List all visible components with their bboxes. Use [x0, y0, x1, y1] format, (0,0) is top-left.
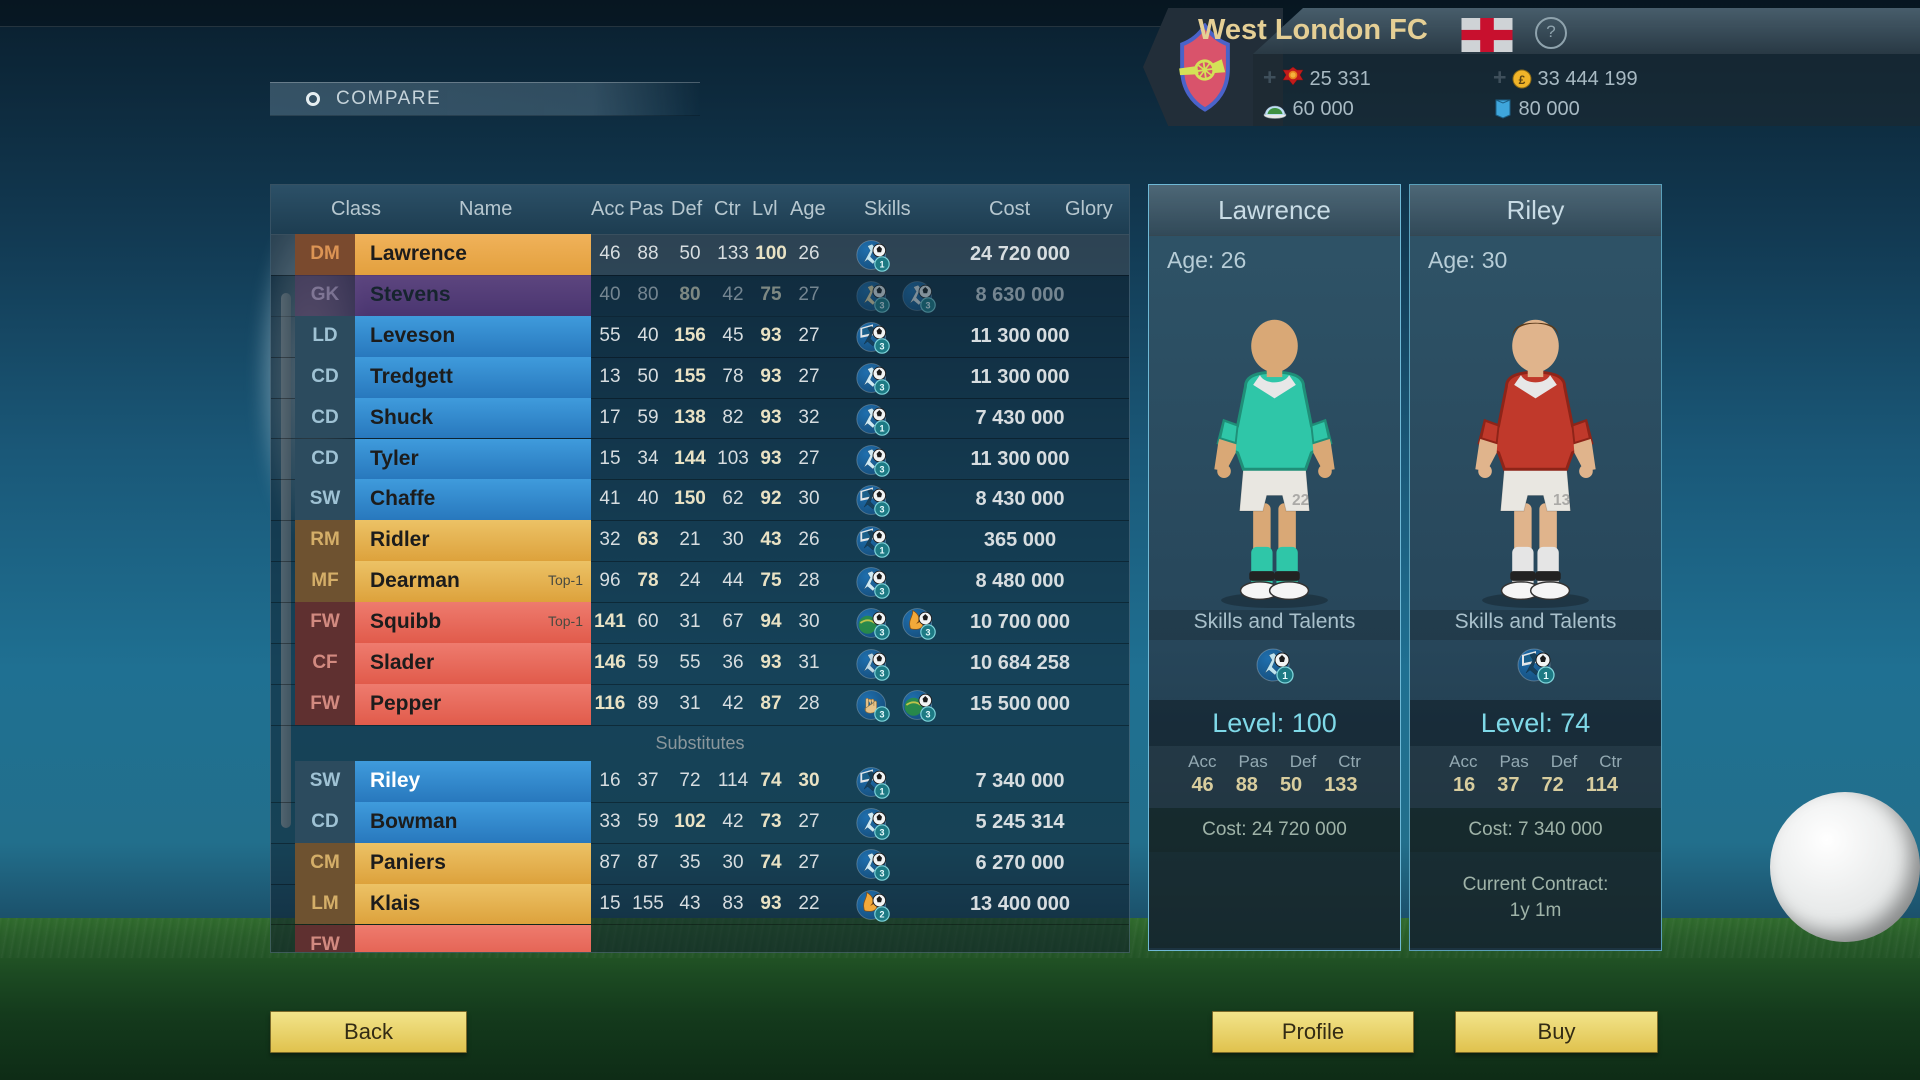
svg-text:3: 3 [879, 628, 884, 638]
svg-text:3: 3 [879, 709, 884, 719]
svg-text:22: 22 [1292, 492, 1310, 509]
svg-text:1: 1 [1282, 671, 1288, 682]
svg-text:2: 2 [879, 909, 884, 919]
svg-text:3: 3 [879, 505, 884, 515]
svg-text:1: 1 [879, 786, 884, 796]
svg-text:3: 3 [879, 669, 884, 679]
svg-text:1: 1 [1543, 671, 1549, 682]
svg-text:3: 3 [925, 709, 930, 719]
svg-text:3: 3 [879, 300, 884, 310]
svg-text:3: 3 [879, 464, 884, 474]
svg-text:1: 1 [879, 546, 884, 556]
svg-text:3: 3 [879, 341, 884, 351]
svg-text:3: 3 [879, 382, 884, 392]
svg-text:3: 3 [925, 300, 930, 310]
svg-text:13: 13 [1553, 492, 1571, 509]
svg-text:3: 3 [879, 827, 884, 837]
svg-text:£: £ [1519, 73, 1526, 87]
svg-text:1: 1 [879, 260, 884, 270]
svg-text:3: 3 [879, 587, 884, 597]
svg-text:3: 3 [925, 628, 930, 638]
svg-text:3: 3 [879, 868, 884, 878]
svg-text:1: 1 [879, 423, 884, 433]
